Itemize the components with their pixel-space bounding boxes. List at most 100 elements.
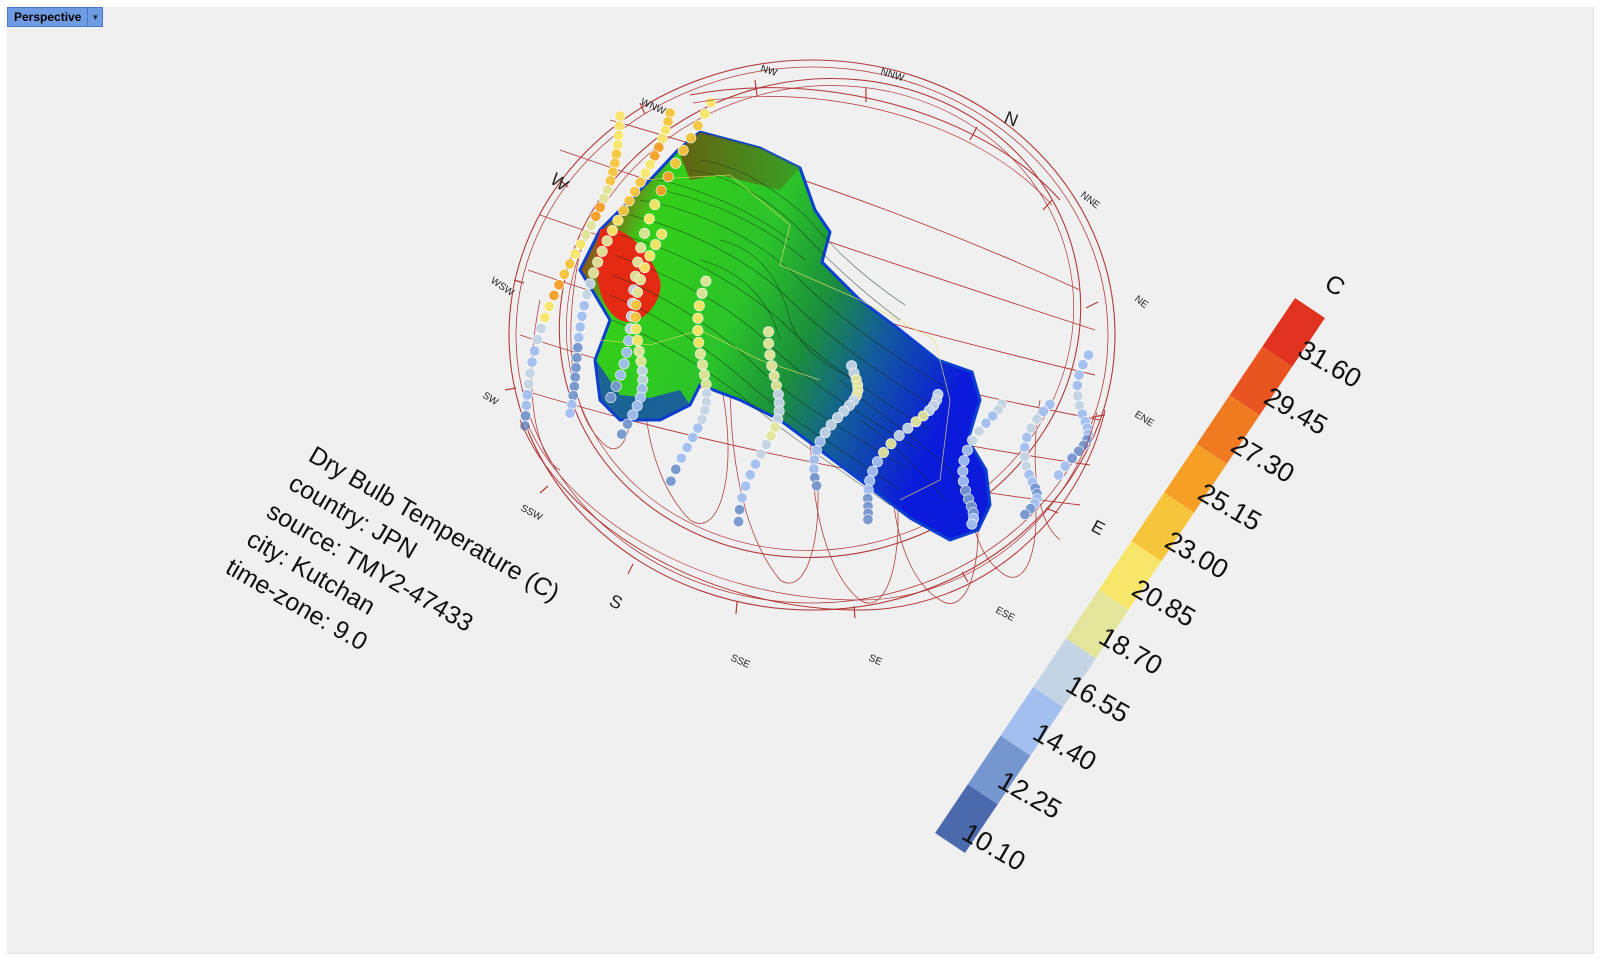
sun-position-dot	[612, 214, 624, 226]
sun-position-dot	[692, 422, 704, 434]
sun-position-dot	[987, 410, 999, 422]
sun-position-dots	[519, 97, 1095, 530]
sun-position-dot	[584, 278, 596, 290]
temperature-legend: 31.6029.4527.3025.1523.0020.8518.7016.55…	[935, 297, 1367, 877]
compass-ENE: ENE	[1132, 409, 1156, 429]
compass-SSW: SSW	[519, 503, 545, 524]
sun-position-dot	[576, 310, 588, 322]
sun-position-dot	[734, 504, 746, 516]
sun-position-dot	[613, 120, 625, 132]
sun-position-dot	[520, 399, 532, 411]
sun-position-dot	[764, 349, 776, 361]
sun-position-dot	[570, 362, 582, 374]
sun-position-dot	[980, 417, 992, 429]
sun-position-dot	[610, 380, 622, 392]
sun-position-dot	[535, 322, 547, 334]
sphere-front-rings	[519, 87, 1106, 611]
sun-position-dot	[705, 97, 717, 109]
sun-position-dot	[1019, 451, 1031, 463]
sun-position-dot	[765, 430, 777, 442]
compass-NW: NW	[759, 63, 779, 79]
sun-position-dot	[755, 448, 767, 460]
sun-position-dot	[594, 201, 606, 213]
sun-position-dot	[1083, 349, 1095, 361]
sun-position-dot	[588, 267, 600, 279]
legend-swatch	[1033, 638, 1096, 708]
sun-position-dot	[539, 311, 551, 323]
sun-position-dot	[614, 110, 626, 122]
sun-position-dot	[578, 300, 590, 312]
sun-position-dot	[862, 513, 874, 525]
sun-position-dot	[1021, 431, 1033, 443]
sun-position-dot	[543, 300, 555, 312]
sun-position-dot	[810, 445, 822, 457]
legend-swatch	[935, 784, 998, 854]
sun-position-dot	[1073, 369, 1085, 381]
sun-position-dot	[700, 275, 712, 287]
legend-swatch	[1098, 541, 1162, 610]
compass-NE: NE	[1132, 294, 1150, 311]
rhino-viewport[interactable]: Perspective ▼	[7, 7, 1594, 954]
dropdown-arrow-icon[interactable]: ▼	[87, 8, 102, 26]
sun-position-dot	[1071, 379, 1083, 391]
sun-position-dot	[1019, 441, 1031, 453]
sun-position-dot	[643, 213, 655, 225]
sun-position-dot	[694, 348, 706, 360]
sun-position-dot	[662, 171, 674, 183]
sun-position-dot	[590, 210, 602, 222]
sun-position-dot	[581, 289, 593, 301]
sun-position-dot	[1053, 469, 1065, 481]
compass-SW: SW	[480, 390, 500, 408]
sun-position-dot	[687, 431, 699, 443]
sun-position-dot	[832, 412, 844, 424]
legend-value: 27.30	[1226, 429, 1300, 489]
sun-position-dot	[692, 312, 704, 324]
sun-position-dot	[649, 199, 661, 211]
sun-position-dot	[768, 370, 780, 382]
sun-position-dot	[1037, 405, 1049, 417]
legend-unit: C	[1320, 269, 1350, 302]
sun-position-dot	[902, 422, 914, 434]
sun-position-dot	[612, 139, 624, 151]
sun-position-dot	[609, 157, 621, 169]
sun-position-dot	[650, 239, 662, 251]
sun-position-dot	[740, 480, 752, 492]
legend-swatch	[967, 735, 1031, 805]
sun-position-dot	[649, 150, 661, 162]
sun-position-dot	[655, 185, 667, 197]
sun-position-dot	[644, 159, 656, 171]
sun-position-dot	[634, 176, 646, 188]
sun-position-dot	[811, 480, 823, 492]
viewport-tab[interactable]: Perspective ▼	[7, 7, 104, 27]
sun-position-dot	[529, 345, 541, 357]
sun-position-dot	[864, 475, 876, 487]
legend-swatch	[1229, 346, 1293, 416]
sun-position-dot	[618, 358, 630, 370]
legend-value: 31.60	[1293, 334, 1367, 394]
sun-position-dot	[871, 456, 883, 468]
sun-position-dot	[670, 463, 682, 475]
sun-position-dot	[670, 157, 682, 169]
sun-position-dot	[520, 410, 532, 422]
compass-SE: SE	[867, 653, 884, 669]
sun-position-dot	[1019, 508, 1031, 520]
sun-position-dot	[569, 248, 581, 260]
sun-position-dot	[744, 469, 756, 481]
compass-NNW: NNW	[879, 66, 906, 84]
sun-position-dot	[571, 352, 583, 364]
sun-position-dot	[699, 108, 711, 120]
sun-position-dot	[1025, 422, 1037, 434]
sun-position-dot	[526, 356, 538, 368]
sun-position-dot	[553, 279, 565, 291]
sun-position-dot	[596, 245, 608, 257]
sun-position-dot	[961, 444, 973, 456]
sun-position-dot	[639, 167, 651, 179]
compass-E: E	[1088, 516, 1108, 539]
sun-position-dot	[692, 324, 704, 336]
sun-position-dot	[966, 518, 978, 530]
sun-position-dot	[910, 416, 922, 428]
legend-swatch	[1131, 492, 1195, 562]
compass-W: W	[547, 169, 573, 195]
sun-position-dot	[760, 439, 772, 451]
sun-position-dot	[763, 337, 775, 349]
